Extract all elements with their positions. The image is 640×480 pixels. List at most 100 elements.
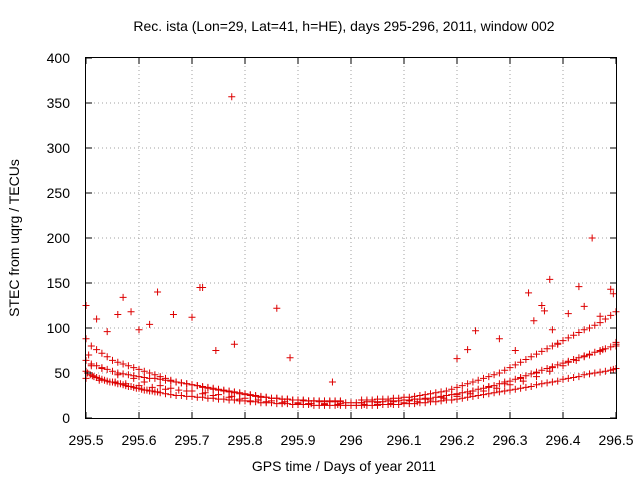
data-point xyxy=(599,346,607,354)
data-point xyxy=(469,378,477,386)
data-point xyxy=(522,356,530,363)
data-points xyxy=(82,93,620,409)
data-point xyxy=(493,384,501,392)
data-point xyxy=(607,343,615,351)
data-point xyxy=(209,392,217,399)
data-point xyxy=(98,365,106,372)
data-point xyxy=(586,351,593,359)
data-point xyxy=(517,358,525,366)
data-point xyxy=(548,364,556,372)
data-point xyxy=(495,369,503,377)
data-point xyxy=(580,302,588,310)
data-point xyxy=(427,390,434,398)
data-point xyxy=(564,358,572,366)
data-point xyxy=(411,392,419,400)
data-point xyxy=(103,365,111,373)
data-point xyxy=(215,391,222,399)
data-point xyxy=(533,381,540,389)
data-point xyxy=(572,356,580,364)
data-point xyxy=(193,382,201,390)
data-point xyxy=(596,312,604,320)
data-point xyxy=(448,385,456,393)
data-point xyxy=(135,382,143,390)
data-point xyxy=(546,367,554,375)
data-point xyxy=(527,353,535,361)
data-point xyxy=(387,400,395,408)
data-point xyxy=(321,401,328,408)
data-point xyxy=(119,293,127,301)
y-tick-label: 150 xyxy=(47,275,71,291)
data-point xyxy=(246,397,254,405)
data-point xyxy=(490,389,498,397)
data-point xyxy=(162,374,169,382)
data-point xyxy=(575,373,583,381)
data-point xyxy=(530,317,538,325)
data-point xyxy=(564,310,572,318)
data-point xyxy=(162,385,169,393)
data-point xyxy=(506,381,514,389)
y-tick-label: 100 xyxy=(47,320,71,336)
x-tick-label: 296.4 xyxy=(545,432,580,448)
data-point xyxy=(517,384,525,392)
data-point xyxy=(453,355,461,363)
data-point xyxy=(485,390,493,398)
data-point xyxy=(109,356,116,364)
data-point xyxy=(472,327,480,335)
data-point xyxy=(548,378,556,386)
data-point xyxy=(586,324,593,332)
data-point xyxy=(167,384,175,392)
axis-ticks: 295.5 295.6 295.7 295.8 295.9 296 296.1 296.2 29… xyxy=(47,50,634,448)
data-point xyxy=(262,398,270,406)
data-point xyxy=(286,354,294,362)
data-point xyxy=(554,340,562,348)
data-point xyxy=(564,334,572,342)
data-point xyxy=(328,378,336,386)
data-point xyxy=(458,389,466,397)
data-point xyxy=(228,392,236,400)
data-point xyxy=(103,353,111,361)
data-point xyxy=(543,379,551,387)
data-point xyxy=(169,311,177,318)
data-point xyxy=(474,385,482,393)
data-point xyxy=(480,387,487,395)
data-point xyxy=(204,384,212,392)
data-point xyxy=(334,401,342,408)
data-point xyxy=(575,283,583,291)
data-point xyxy=(511,385,519,393)
data-point xyxy=(95,376,103,384)
data-point xyxy=(241,394,249,402)
data-point xyxy=(167,391,175,399)
data-point xyxy=(601,367,609,375)
data-point xyxy=(111,378,119,386)
data-point xyxy=(183,380,191,388)
data-point xyxy=(135,365,143,373)
data-point xyxy=(209,385,217,393)
data-point xyxy=(307,400,315,408)
data-point xyxy=(538,347,546,355)
data-point xyxy=(374,401,381,408)
data-point xyxy=(114,371,122,379)
data-point xyxy=(156,389,164,397)
data-point xyxy=(525,289,533,297)
data-point xyxy=(87,342,95,350)
data-point xyxy=(466,390,474,398)
data-point xyxy=(88,372,96,380)
y-tick-label: 250 xyxy=(47,185,71,201)
y-tick-label: 0 xyxy=(62,410,70,426)
data-point xyxy=(130,364,138,372)
x-tick-label: 295.8 xyxy=(227,432,262,448)
data-point xyxy=(554,377,562,385)
data-point xyxy=(607,285,615,293)
data-point xyxy=(564,374,572,382)
data-point xyxy=(114,311,122,318)
data-point xyxy=(368,396,376,404)
data-point xyxy=(140,378,148,386)
data-point xyxy=(464,346,472,354)
data-point xyxy=(474,392,482,399)
data-point xyxy=(230,340,238,348)
data-point xyxy=(93,315,101,323)
data-point xyxy=(273,394,281,402)
data-point xyxy=(122,380,130,388)
